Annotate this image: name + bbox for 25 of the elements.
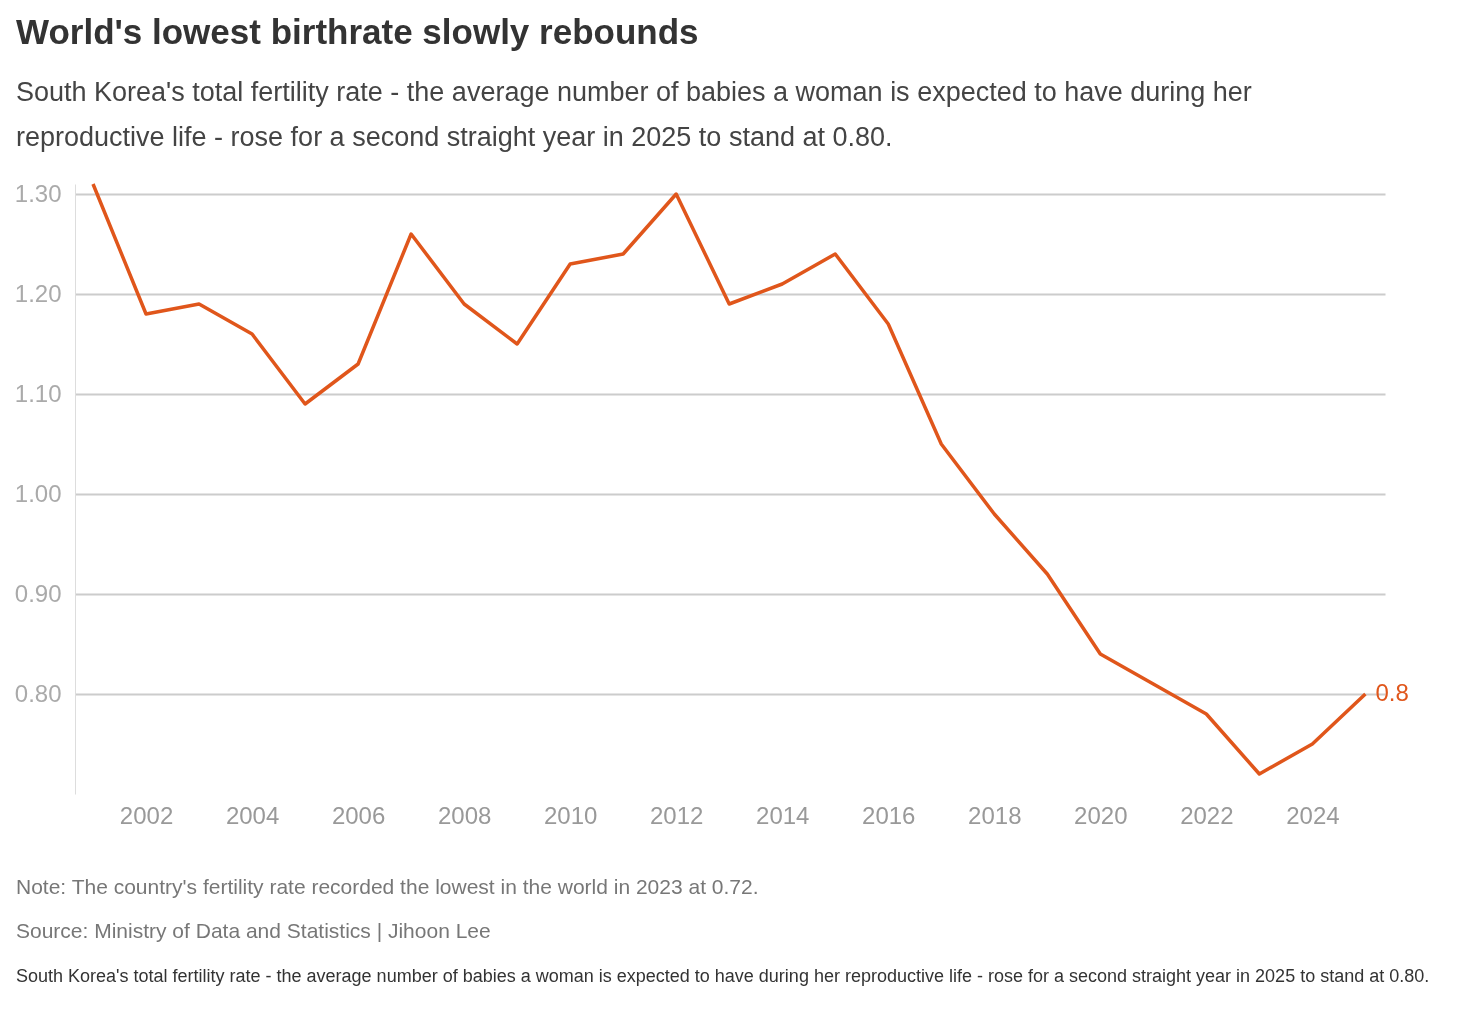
text: South Korea's total fertility rate - the average number of babies a woman is expected to have during her reproductive life - rose for a second straight year in 2025 to stand at 0.80.: [16, 965, 1431, 988]
y-tick-label: 1.20: [14, 279, 62, 307]
annotation: 0.8: [1375, 679, 1409, 706]
y-tick-label: 0.90: [14, 579, 62, 607]
chart-title: World's lowest birthrate slowly rebounds: [16, 12, 699, 52]
text: Note: The country's fertility rate recorded the lowest in the world in 2023 at 0.72.: [16, 875, 759, 899]
x-tick-label: 2012: [649, 801, 704, 829]
x-tick-label: 2004: [225, 801, 280, 829]
x-tick-label: 2024: [1286, 801, 1340, 829]
chart-subtitle: South Korea's total fertility rate - the average number of babies a woman is expected to have during her reproductive life - rose for a second straight year in 2025 to stand at 0.80.: [16, 76, 1253, 154]
source-note: Source: Ministry of Data and Statistics | Jihoon Lee: [16, 919, 491, 943]
x-tick-label: 2020: [1074, 801, 1128, 829]
y-tick-label: 0.80: [14, 679, 62, 707]
y-tick-label: 1.30: [14, 179, 62, 207]
y-tick-label: 1.10: [14, 379, 62, 407]
x-tick-label: 2010: [543, 801, 598, 829]
x-tick-label: 2006: [331, 801, 386, 829]
x-tick-label: 2002: [119, 801, 174, 829]
x-tick-label: 2018: [968, 801, 1022, 829]
x-tick-label: 2008: [437, 801, 492, 829]
x-tick-label: 2022: [1180, 801, 1234, 829]
x-tick-label: 2014: [756, 801, 810, 829]
line-series: [91, 182, 1368, 776]
y-tick-label: 1.00: [14, 479, 62, 507]
x-tick-label: 2016: [862, 801, 916, 829]
